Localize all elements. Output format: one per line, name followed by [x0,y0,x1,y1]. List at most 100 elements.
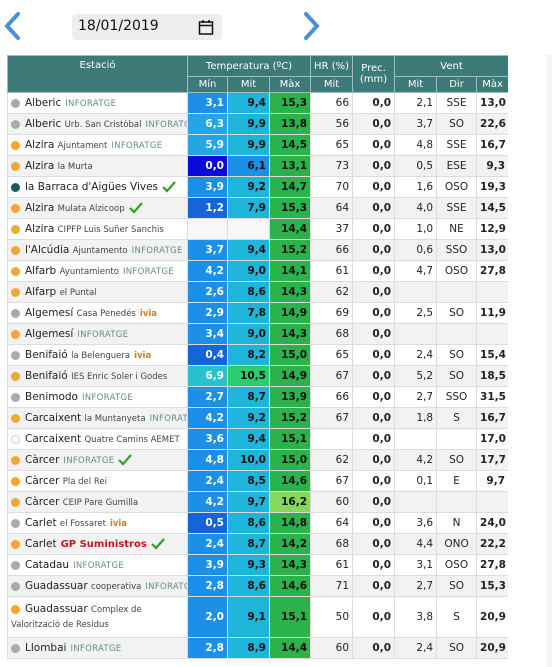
temp-min: 4,2 [187,491,228,513]
temp-max: 15,1 [268,596,312,638]
wind-dir [436,281,478,303]
station-cell: Carlet el Fossaret ivia [7,512,188,534]
network-tag: INFORATGE [81,393,133,403]
wind-mit: 0,6 [394,239,438,261]
station-row[interactable]: Carlet GP Suministros 2,4 8,7 14,2 68 0,0 4,4 ON… [7,533,508,555]
station-name: Alzira [25,139,55,151]
wind-mit [394,323,438,345]
status-dot [11,161,20,171]
humidity: 50 [310,596,354,638]
table-container: Estació Temperatura (ºC) HR (%) Prec. (m… [7,55,508,667]
station-cell: Benifaió IES Enric Soler i Godes [7,365,188,387]
temp-min [187,218,228,240]
precipitation: 0,0 [352,323,396,345]
station-row[interactable]: Carlet el Fossaret ivia 0,5 8,6 14,8 64 0,0 3,6… [7,512,508,534]
temp-mit: 8,5 [227,470,270,492]
station-row[interactable]: Alzira la Murta 0,0 6,1 13,1 73 0,0 0,5 ESE 9,3 [7,155,508,177]
wind-dir: OSO [436,554,478,576]
humidity: 64 [310,197,354,219]
station-row[interactable]: Alfarp el Puntal 2,6 8,6 14,3 62 0,0 [7,281,508,303]
temp-min: 0,5 [187,512,228,534]
humidity: 65 [310,344,354,366]
status-dot [11,98,20,108]
station-row[interactable]: Benimodo INFORATGE 2,7 8,7 13,9 66 0,0 2,7 SSO 31… [7,386,508,408]
station-name: Carlet [25,538,57,550]
wind-max: 15,4 [476,344,508,366]
temp-mit: 7,9 [227,197,270,219]
station-row[interactable]: Alzira Ajuntament INFORATGE 5,9 9,9 14,5 65 0,… [7,134,508,156]
station-detail: CIPFP Luis Suñer Sanchis [57,225,164,235]
station-row[interactable]: Alfarb Ayuntamiento INFORATGE 4,2 9,0 14,1 61… [7,260,508,282]
temp-mit: 9,3 [227,554,270,576]
temp-max: 14,2 [268,533,312,555]
temp-max: 14,5 [268,134,312,156]
station-cell: Càrcer INFORATGE [7,449,188,471]
wind-max: 17,0 [476,428,508,450]
temp-max: 14,6 [268,575,312,597]
temp-max: 14,3 [268,554,312,576]
station-row[interactable]: Algemesí Casa Penedés ivia 2,9 7,8 14,9 69 0,0… [7,302,508,324]
subcolumn-header: Mín [187,76,228,93]
station-detail: Pla del Rei [62,477,107,487]
wind-mit [394,491,438,513]
station-row[interactable]: Guadassuar Complex de Valorització de Re… [7,596,508,638]
verified-check [162,181,176,193]
column-header: HR (%) [310,55,354,77]
station-row[interactable]: Alberic INFORATGE 3,1 9,4 15,3 66 0,0 2,1 SSE 13,… [7,92,508,114]
station-row[interactable]: Alberic Urb. San CristòbalINFORATGE6,39,… [7,113,508,135]
wind-max: 14,5 [476,197,508,219]
station-row[interactable]: l'Alcúdia Ajuntamento INFORATGE 3,7 9,4 15,2… [7,239,508,261]
temp-min: 2,4 [187,533,228,555]
wind-max: 9,3 [476,155,508,177]
status-dot [11,308,20,318]
wind-mit: 2,5 [394,302,438,324]
precipitation: 0,0 [352,155,396,177]
station-row[interactable]: Benifaió la Belenguera ivia 0,4 8,2 15,0 65 0,… [7,344,508,366]
temp-min: 2,6 [187,281,228,303]
station-row[interactable]: Càrcer INFORATGE 4,8 10,0 15,0 62 0,0 4,2 SO 17,7 [7,449,508,471]
humidity: 60 [310,637,354,659]
precipitation: 0,0 [352,113,396,135]
humidity: 61 [310,260,354,282]
wind-dir: S [436,407,478,429]
scrollbar[interactable] [546,55,552,667]
subcolumn-header: Màx [476,76,508,93]
temp-max: 14,3 [268,281,312,303]
temp-max: 14,4 [268,637,312,659]
station-row[interactable]: Càrcer CEIP Pare Gumilla 4,2 9,7 16,2 60 0,0 [7,491,508,513]
date-text: 18/01/2019 [78,18,159,34]
station-row[interactable]: Llombai INFORATGE 2,8 8,9 14,4 60 0,0 2,4 SO 20,9 [7,637,508,659]
temp-min: 2,8 [187,637,228,659]
humidity: 64 [310,512,354,534]
network-tag: INFORATGE [145,120,187,130]
temp-mit: 8,9 [227,637,270,659]
temp-min: 3,1 [187,92,228,114]
temp-min: 1,2 [187,197,228,219]
station-row[interactable]: Guadassuar cooperativaINFORATGE2,88,614,… [7,575,508,597]
station-row[interactable]: Algemesí INFORATGE 3,4 9,0 14,3 68 0,0 [7,323,508,345]
temp-min: 2,0 [187,596,228,638]
wind-dir: SO [436,302,478,324]
date-input[interactable]: 18/01/2019 [72,14,222,40]
wind-mit: 1,8 [394,407,438,429]
station-row[interactable]: Benifaió IES Enric Soler i Godes 6,9 10,5 1… [7,365,508,387]
wind-dir: SO [436,344,478,366]
temp-min: 4,8 [187,449,228,471]
column-header: Temperatura (ºC) [186,55,312,77]
station-row[interactable]: Alzira Mulata Alzicoop 1,2 7,9 15,3 64 0,0 4,0… [7,197,508,219]
prev-day-button[interactable] [2,11,24,41]
status-dot [11,518,20,528]
station-row[interactable]: la Barraca d'Aigües Vives 3,9 9,2 14,7 70 0,0… [7,176,508,198]
station-row[interactable]: Càrcer Pla del Rei 2,4 8,5 14,6 67 0,0 0,1 E 9,7 [7,470,508,492]
network-tag: INFORATGE [73,561,125,571]
station-row[interactable]: Catadau INFORATGE 3,9 9,3 14,3 61 0,0 3,1 OSO 27,… [7,554,508,576]
station-row[interactable]: Alzira CIPFP Luis Suñer Sanchis 14,4 37 0,0… [7,218,508,240]
wind-max: 20,9 [476,596,508,638]
calendar-icon[interactable] [198,19,214,35]
wind-max [476,323,508,345]
precipitation: 0,0 [352,239,396,261]
station-row[interactable]: Carcaixent la MuntanyetaINFORATGE4,29,21… [7,407,508,429]
next-day-button[interactable] [300,11,322,41]
station-row[interactable]: Carcaixent Quatre Camins AEMET 3,6 9,4 15,1… [7,428,508,450]
temp-min: 3,6 [187,428,228,450]
